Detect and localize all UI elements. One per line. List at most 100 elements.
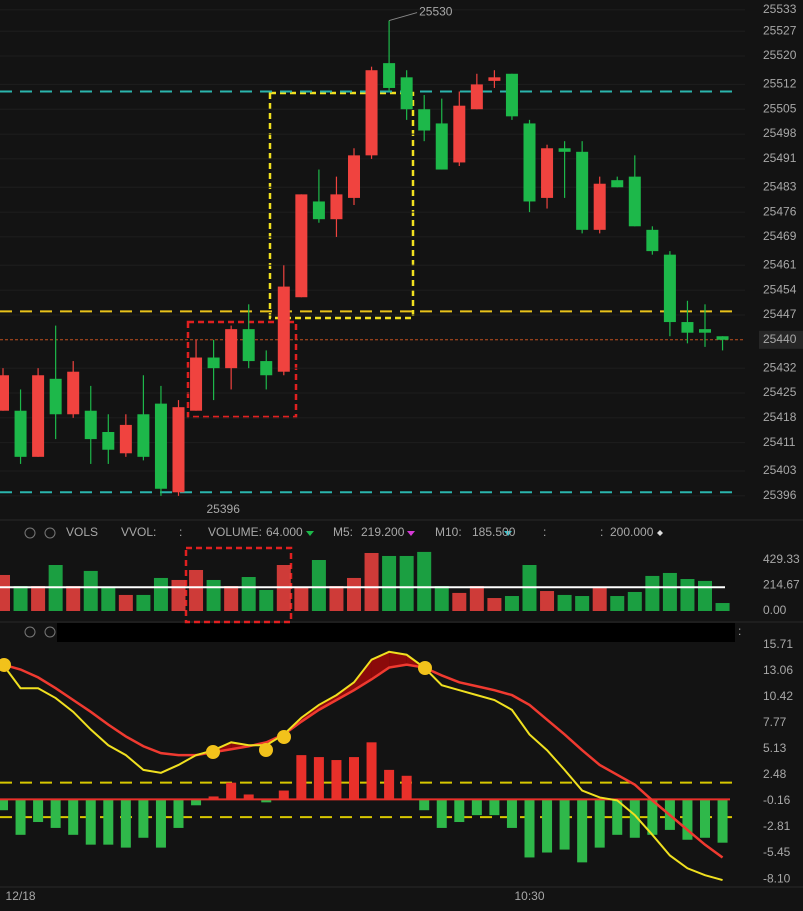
indicator-header: : (179, 525, 182, 539)
histogram-bar (559, 799, 570, 850)
histogram-bar (506, 799, 517, 828)
x-tick-label: 10:30 (514, 889, 544, 903)
volume-bar (206, 579, 221, 611)
y-tick-label: -2.81 (763, 819, 791, 833)
x-tick-label: 12/18 (6, 889, 36, 903)
y-tick-label: 25418 (763, 410, 797, 424)
volume-bar (575, 596, 590, 611)
candle-body (400, 77, 413, 110)
histogram-bar (85, 799, 96, 845)
histogram-bar (384, 769, 395, 800)
candle-body (611, 180, 624, 188)
volume-bar (13, 586, 28, 611)
candle-body (558, 148, 571, 152)
volume-bar (452, 592, 467, 611)
histogram-bar (0, 799, 8, 811)
y-tick-label: 25491 (763, 151, 797, 165)
volume-bar (504, 596, 519, 611)
indicator-header: : (543, 525, 546, 539)
candle-body (84, 410, 97, 440)
histogram-bar (647, 799, 658, 835)
candle-body (207, 357, 220, 369)
volume-bar (715, 603, 730, 611)
diamond-icon (657, 530, 663, 536)
histogram-bar (278, 790, 289, 800)
candle-body (190, 357, 203, 411)
histogram-bar (15, 799, 26, 835)
volume-bar (294, 586, 309, 611)
candle-body (0, 375, 9, 411)
highlight-box (184, 546, 293, 624)
histogram-bar (454, 799, 465, 823)
volume-bar (311, 560, 326, 611)
candle-body (716, 336, 729, 340)
volume-bar (224, 586, 239, 611)
volume-bar (487, 598, 502, 611)
highlight-box (268, 91, 415, 320)
indicator-header: 200.000 (610, 525, 654, 539)
histogram-bar (138, 799, 149, 838)
histogram-bar (629, 799, 640, 838)
candle-body (312, 201, 325, 220)
y-tick-label: 25396 (763, 488, 797, 502)
histogram-bar (366, 742, 377, 800)
candle-body (14, 410, 27, 457)
candle-body (119, 424, 132, 454)
y-tick-label: 2.48 (763, 767, 787, 781)
volume-bar (101, 587, 116, 611)
histogram-bar (489, 799, 500, 816)
y-tick-label: 7.77 (763, 715, 787, 729)
volume-bar (680, 579, 695, 611)
candle-body (576, 151, 589, 230)
y-tick-label: 25454 (763, 282, 797, 296)
annotation-leader (388, 12, 418, 22)
y-tick-label: -8.10 (763, 871, 791, 885)
volume-bar (153, 577, 168, 611)
histogram-bar (542, 799, 553, 853)
histogram-bar (155, 799, 166, 848)
indicator-header: : (600, 525, 603, 539)
histogram-bar (436, 799, 447, 828)
settings-icon[interactable] (24, 626, 36, 638)
candle-body (505, 73, 518, 117)
candle-body (435, 123, 448, 170)
indicator-header: VVOL: (121, 525, 156, 539)
volume-bar (364, 552, 379, 611)
histogram-bar (243, 794, 254, 800)
candle-body (154, 403, 167, 489)
y-tick-label: 429.33 (763, 552, 800, 566)
histogram-bar (261, 799, 272, 803)
y-tick-label: 25505 (763, 101, 797, 115)
close-icon[interactable] (44, 527, 56, 539)
histogram-bar (50, 799, 61, 828)
histogram-bar (612, 799, 623, 835)
indicator-header: VOLS (66, 525, 98, 539)
volume-bar (0, 574, 10, 611)
volume-bar (434, 586, 449, 611)
settings-icon[interactable] (24, 527, 36, 539)
volume-bar (189, 569, 204, 611)
volume-bar (417, 551, 432, 611)
dropdown-icon[interactable] (407, 531, 415, 536)
close-icon[interactable] (44, 626, 56, 638)
y-tick-label: 10.42 (763, 689, 793, 703)
signal-marker (206, 745, 220, 759)
indicator-header: 185.500 (472, 525, 516, 539)
volume-bar (31, 586, 46, 611)
dropdown-icon[interactable] (504, 531, 512, 536)
histogram-bar (313, 757, 324, 800)
candle-body (295, 194, 308, 298)
y-tick-label: 25483 (763, 179, 797, 193)
histogram-bar (594, 799, 605, 848)
y-tick-label: 13.06 (763, 663, 793, 677)
annotation-label: 25530 (419, 5, 453, 19)
candle-body (470, 84, 483, 110)
volume-bar (592, 587, 607, 611)
signal-marker (259, 743, 273, 757)
dropdown-icon[interactable] (306, 531, 314, 536)
candle-body (699, 329, 711, 333)
y-tick-label: 25498 (763, 126, 797, 140)
histogram-bar (524, 799, 535, 858)
